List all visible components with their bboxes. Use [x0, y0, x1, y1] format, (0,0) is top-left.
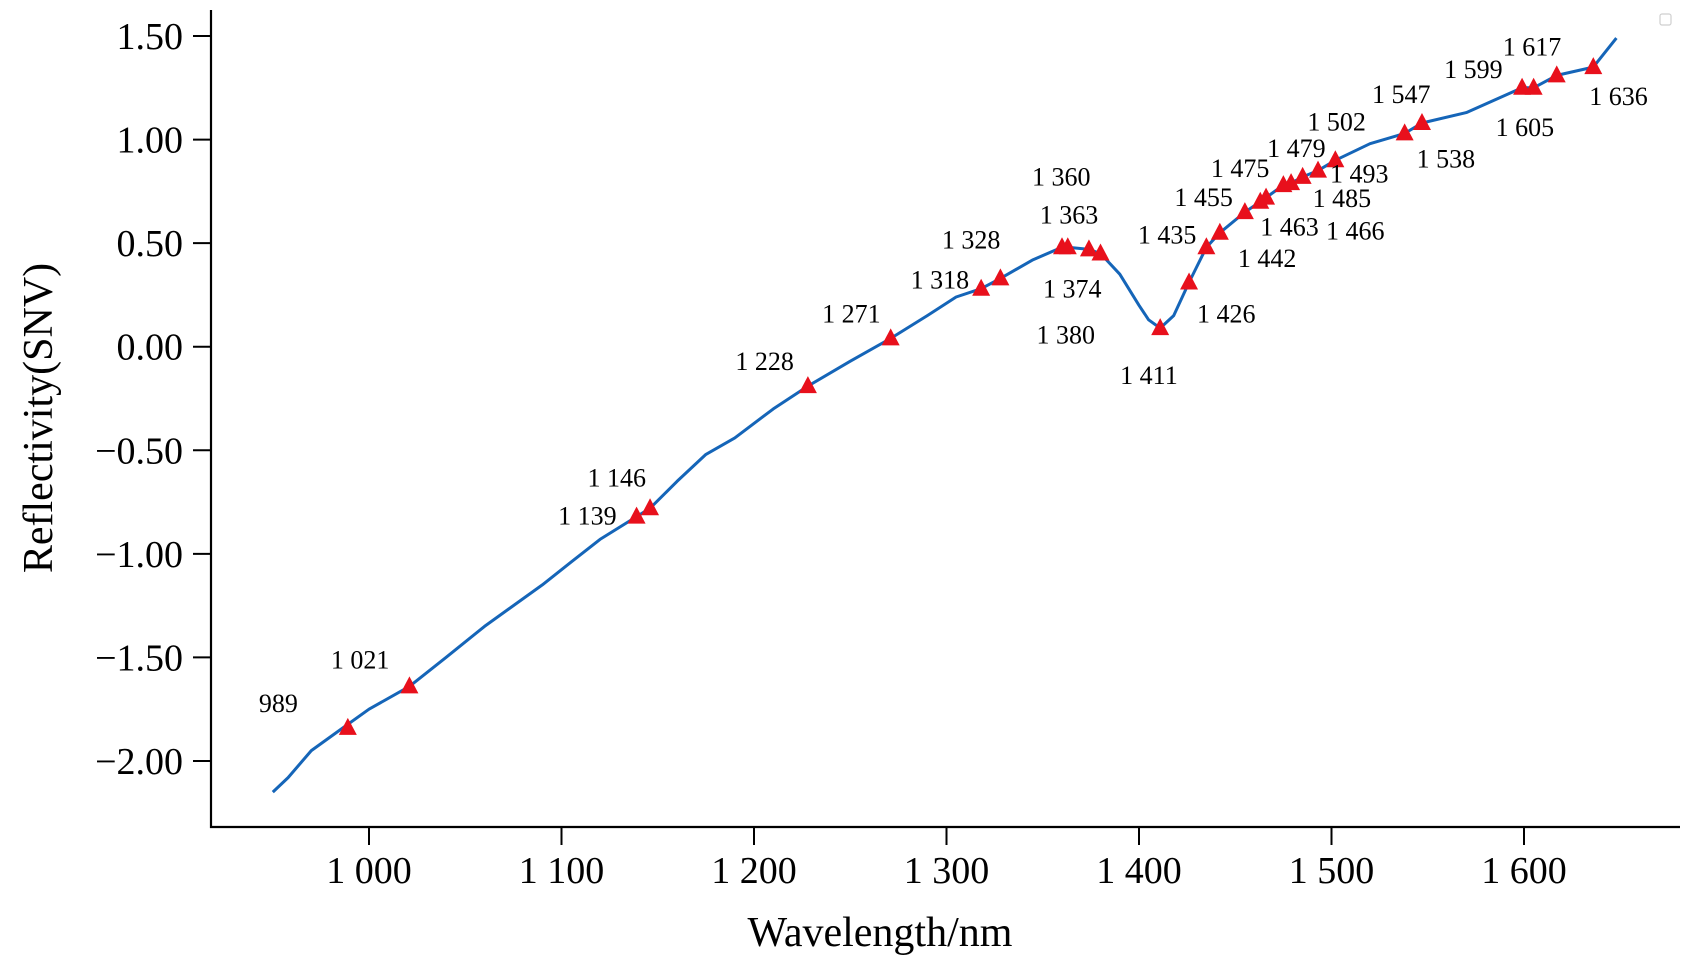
peak-marker [1584, 57, 1603, 75]
x-tick-label: 1 100 [519, 850, 605, 892]
peak-label: 1 547 [1372, 80, 1431, 109]
y-tick-label: −2.00 [95, 741, 183, 783]
peak-marker [400, 676, 419, 694]
peak-marker [1326, 150, 1345, 168]
peak-label: 1 502 [1307, 107, 1366, 136]
spectrum-line [271, 37, 1618, 794]
y-tick-label: 1.00 [117, 120, 184, 162]
peak-marker [338, 717, 357, 735]
axis-lines [209, 10, 1680, 829]
peak-label: 1 328 [942, 225, 1001, 254]
peak-marker [627, 506, 646, 524]
x-tick-label: 1 200 [711, 850, 797, 892]
peak-label: 1 605 [1496, 113, 1555, 142]
peak-marker [991, 268, 1010, 286]
peak-marker [641, 498, 660, 516]
y-axis-title: Reflectivity(SNV) [16, 263, 62, 573]
peak-label: 1 228 [735, 347, 794, 376]
peak-label: 1 318 [911, 266, 970, 295]
peak-marker [1197, 237, 1216, 255]
peak-label: 1 146 [588, 463, 647, 492]
peak-label: 1 380 [1037, 321, 1096, 350]
peak-label: 1 485 [1313, 184, 1372, 213]
x-tick-label: 1 600 [1481, 850, 1567, 892]
peak-label: 1 374 [1043, 274, 1102, 303]
peak-marker [1257, 187, 1276, 205]
peak-label: 1 466 [1326, 217, 1385, 246]
peak-marker [1058, 237, 1077, 255]
peak-label: 1 435 [1138, 220, 1197, 249]
peak-marker [1079, 239, 1098, 257]
peak-marker [1180, 272, 1199, 290]
peak-label: 1 599 [1444, 55, 1503, 84]
peak-label: 1 493 [1330, 160, 1389, 189]
peak-marker [1547, 65, 1566, 83]
peak-marker [1091, 243, 1110, 261]
peak-label: 1 442 [1238, 244, 1297, 273]
axes: 1.50 1.00 0.50 0.00 −0.50 −1.00 −1.50 −2.00 1 00… [95, 10, 1680, 892]
peak-label: 1 021 [331, 645, 390, 674]
peak-label: 1 426 [1197, 300, 1256, 329]
peak-marker [1293, 166, 1312, 184]
x-tick-label: 1 000 [326, 850, 412, 892]
peak-marker [1282, 173, 1301, 191]
peak-marker [972, 278, 991, 296]
peak-marker [1513, 77, 1532, 95]
peak-marker [798, 376, 817, 394]
legend-box [1659, 13, 1672, 26]
peak-label: 1 411 [1120, 361, 1178, 390]
y-tick-label: 0.00 [117, 327, 184, 369]
peak-marker [881, 328, 900, 346]
peak-marker [1151, 318, 1170, 336]
peak-marker [1210, 222, 1229, 240]
y-tick-label: −0.50 [95, 430, 183, 472]
y-tick-label: −1.00 [95, 534, 183, 576]
peak-marker [1309, 160, 1328, 178]
peak-label: 1 636 [1589, 82, 1648, 111]
x-tick-label: 1 500 [1289, 850, 1375, 892]
y-tick-label: 1.50 [117, 16, 184, 58]
peak-marker [1524, 77, 1543, 95]
peak-label: 1 463 [1260, 213, 1319, 242]
peak-label: 1 475 [1211, 154, 1270, 183]
peak-label: 1 455 [1174, 183, 1233, 212]
peak-annotations: 989 1 021 1 139 1 146 1 228 1 271 1 318 1 328 1 … [259, 32, 1648, 718]
peak-marker [1395, 123, 1414, 141]
peak-label: 1 617 [1503, 32, 1562, 61]
plot-area [271, 37, 1618, 794]
x-axis-title: Wavelength/nm [748, 910, 1013, 956]
peak-label: 1 479 [1267, 134, 1326, 163]
peak-marker [1412, 113, 1431, 130]
peak-label: 989 [259, 689, 298, 718]
peak-label: 1 363 [1040, 200, 1099, 229]
x-tick-label: 1 300 [904, 850, 990, 892]
peak-label: 1 538 [1417, 144, 1476, 173]
x-tick-label: 1 400 [1096, 850, 1182, 892]
y-tick-label: −1.50 [95, 637, 183, 679]
peak-label: 1 139 [558, 502, 617, 531]
peak-label: 1 271 [822, 299, 881, 328]
peak-label: 1 360 [1032, 162, 1091, 191]
y-tick-label: 0.50 [117, 223, 184, 265]
peak-marker [1235, 202, 1254, 220]
